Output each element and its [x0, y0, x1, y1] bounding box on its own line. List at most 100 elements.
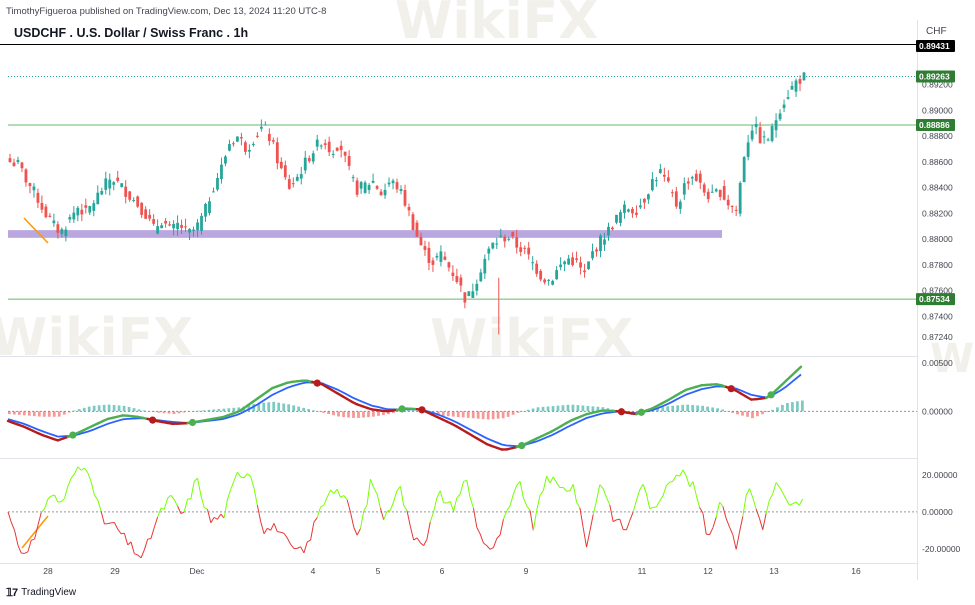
osc-line-segment — [180, 511, 185, 515]
candle — [132, 197, 136, 203]
osc-line-segment — [326, 489, 331, 498]
candle — [180, 219, 183, 234]
macd-histogram-bar — [581, 405, 585, 412]
macd-histogram-bar — [332, 411, 335, 416]
candle — [726, 194, 730, 210]
candle-body — [423, 246, 427, 250]
candle — [307, 155, 311, 164]
candle — [547, 279, 551, 286]
candle-body — [291, 183, 295, 185]
macd-histogram-bar — [407, 410, 410, 412]
price-badge — [916, 119, 955, 132]
osc-line-segment — [745, 488, 750, 496]
candle — [674, 186, 678, 209]
osc-line-segment — [625, 520, 631, 530]
candle — [40, 195, 44, 214]
osc-line-segment — [40, 508, 45, 513]
candle — [80, 203, 84, 222]
symbol-title[interactable]: USDCHF . U.S. Dollar / Swiss Franc . 1h — [14, 26, 249, 40]
candle-body — [152, 219, 156, 224]
candle — [255, 132, 259, 139]
osc-line-segment — [333, 488, 338, 494]
osc-line-segment — [433, 497, 438, 512]
candle-body — [72, 212, 76, 220]
candle — [722, 180, 726, 201]
candle — [144, 206, 148, 219]
candle — [327, 136, 331, 156]
candle-body — [479, 272, 483, 282]
osc-line-segment — [665, 481, 671, 486]
osc-line-segment — [712, 517, 717, 528]
candle — [451, 265, 455, 281]
candle — [591, 243, 594, 261]
osc-line-segment — [310, 522, 315, 541]
osc-line-segment — [496, 534, 501, 539]
osc-line-segment — [572, 484, 578, 503]
osc-line-segment — [80, 467, 85, 471]
candle-body — [192, 229, 195, 231]
price-pane[interactable] — [8, 71, 917, 335]
osc-line-segment — [473, 508, 478, 528]
candle-body — [762, 136, 766, 138]
osc-line-segment — [197, 478, 202, 496]
osc-line-segment — [150, 527, 155, 539]
candle-body — [228, 144, 231, 151]
candle-body — [347, 155, 351, 166]
candle-body — [487, 248, 491, 254]
candle-body — [156, 226, 160, 234]
macd-histogram-bar — [436, 411, 440, 416]
candle-body — [267, 133, 271, 141]
candle-body — [782, 104, 786, 109]
osc-line-segment — [692, 481, 697, 496]
candle — [587, 261, 590, 270]
watermark-text: WikiFX — [430, 309, 633, 369]
candle — [128, 191, 132, 202]
candle — [403, 184, 407, 208]
oscillator-pane[interactable] — [7, 466, 917, 559]
osc-line-segment — [134, 553, 138, 556]
macd-histogram-bar — [536, 407, 540, 412]
time-tick-label: 29 — [110, 566, 120, 576]
macd-pane[interactable] — [6, 365, 917, 451]
osc-line-segment — [516, 480, 521, 486]
candle-body — [76, 207, 80, 216]
macd-histogram-bar — [392, 411, 395, 414]
candle — [607, 222, 610, 241]
candle-body — [116, 177, 120, 181]
candle — [782, 99, 786, 113]
osc-line-segment — [413, 537, 418, 541]
osc-line-segment — [273, 523, 278, 532]
osc-line-segment — [649, 506, 654, 510]
candle-body — [603, 239, 606, 245]
macd-histogram-bar — [302, 407, 306, 412]
candle — [188, 228, 191, 240]
candle-body — [467, 291, 471, 297]
candle-body — [746, 142, 750, 157]
osc-line-segment — [393, 490, 398, 502]
macd-histogram-bar — [372, 411, 375, 417]
macd-cross-dot — [69, 431, 77, 439]
candle-body — [738, 182, 742, 214]
candle-body — [20, 162, 24, 169]
osc-line-segment — [290, 544, 295, 549]
tradingview-logo[interactable]: 𝟙7 TradingView — [6, 586, 76, 599]
candle — [371, 173, 375, 184]
osc-line-segment — [277, 531, 281, 533]
osc-line-segment — [539, 490, 544, 496]
osc-line-segment — [762, 513, 767, 530]
candle-body — [670, 192, 674, 194]
candle — [12, 158, 16, 167]
macd-histogram-bar — [656, 407, 660, 412]
macd-histogram-bar — [207, 409, 211, 412]
osc-line-segment — [283, 532, 288, 539]
macd-histogram-bar — [262, 402, 266, 412]
osc-line-segment — [247, 473, 252, 477]
price-tick-label: 0.87400 — [922, 311, 953, 321]
time-tick-label: 11 — [638, 566, 647, 576]
price-badge-label: 0.89263 — [919, 72, 950, 82]
price-tick-label: 0.88800 — [922, 131, 953, 141]
osc-line-segment — [336, 489, 341, 498]
candle-body — [555, 270, 559, 280]
candle-body — [455, 276, 459, 283]
